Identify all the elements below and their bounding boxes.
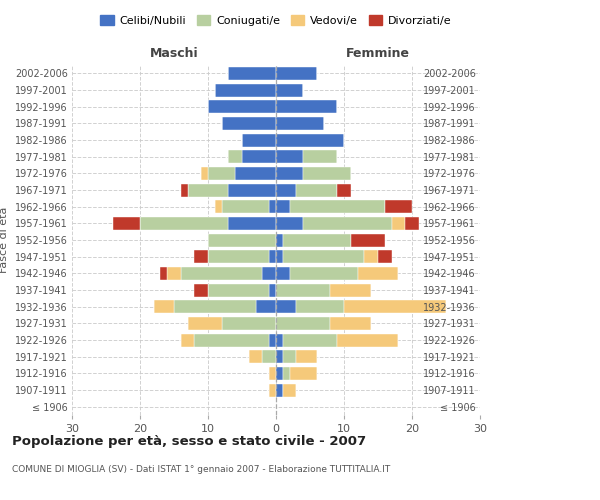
Bar [215,200,221,213]
Bar [269,334,276,346]
Bar [276,67,317,80]
Bar [188,184,229,196]
Bar [276,350,283,363]
Bar [208,284,269,296]
Bar [283,250,364,263]
Bar [276,300,296,313]
Text: Maschi: Maschi [149,47,199,60]
Bar [208,250,269,263]
Bar [276,150,303,163]
Bar [181,267,262,280]
Bar [221,117,276,130]
Legend: Celibi/Nubili, Coniugati/e, Vedovi/e, Divorziati/e: Celibi/Nubili, Coniugati/e, Vedovi/e, Di… [96,10,456,30]
Bar [208,234,276,246]
Bar [331,317,371,330]
Bar [303,150,337,163]
Bar [269,200,276,213]
Bar [276,84,303,96]
Bar [181,184,188,196]
Bar [235,167,276,180]
Bar [167,267,181,280]
Bar [276,184,296,196]
Bar [276,284,331,296]
Bar [351,234,385,246]
Bar [296,300,344,313]
Bar [269,250,276,263]
Bar [392,217,405,230]
Bar [290,200,385,213]
Bar [276,317,331,330]
Text: COMUNE DI MIOGLIA (SV) - Dati ISTAT 1° gennaio 2007 - Elaborazione TUTTITALIA.IT: COMUNE DI MIOGLIA (SV) - Dati ISTAT 1° g… [12,465,390,474]
Bar [385,200,412,213]
Bar [296,184,337,196]
Text: Popolazione per età, sesso e stato civile - 2007: Popolazione per età, sesso e stato civil… [12,435,366,448]
Bar [331,284,371,296]
Bar [194,250,208,263]
Bar [188,317,221,330]
Bar [283,367,290,380]
Bar [208,100,276,113]
Bar [160,267,167,280]
Bar [221,200,269,213]
Bar [296,350,317,363]
Bar [242,150,276,163]
Bar [262,267,276,280]
Bar [276,200,290,213]
Text: Femmine: Femmine [346,47,410,60]
Bar [262,350,276,363]
Bar [201,167,208,180]
Bar [242,134,276,146]
Y-axis label: Fasce di età: Fasce di età [0,207,10,273]
Bar [378,250,392,263]
Bar [303,217,392,230]
Bar [276,117,323,130]
Bar [229,217,276,230]
Bar [113,217,140,230]
Bar [364,250,378,263]
Bar [229,184,276,196]
Bar [174,300,256,313]
Bar [269,384,276,396]
Bar [290,367,317,380]
Bar [283,334,337,346]
Bar [229,150,242,163]
Bar [276,234,283,246]
Bar [276,100,337,113]
Bar [276,367,283,380]
Bar [276,167,303,180]
Bar [215,84,276,96]
Bar [303,167,351,180]
Bar [283,350,296,363]
Bar [276,384,283,396]
Bar [229,67,276,80]
Bar [249,350,262,363]
Bar [269,367,276,380]
Bar [154,300,174,313]
Bar [283,384,296,396]
Bar [290,267,358,280]
Bar [337,334,398,346]
Bar [283,234,351,246]
Bar [181,334,194,346]
Bar [337,184,351,196]
Bar [140,217,229,230]
Bar [276,334,283,346]
Bar [405,217,419,230]
Bar [276,217,303,230]
Bar [276,250,283,263]
Bar [194,334,269,346]
Bar [256,300,276,313]
Bar [269,284,276,296]
Bar [194,284,208,296]
Bar [276,267,290,280]
Bar [221,317,276,330]
Text: Anni di nascita: Anni di nascita [597,198,600,281]
Bar [208,167,235,180]
Bar [344,300,446,313]
Bar [276,134,344,146]
Bar [358,267,398,280]
